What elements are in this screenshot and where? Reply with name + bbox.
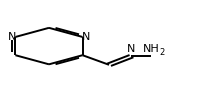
Text: NH: NH [142, 44, 159, 54]
Text: N: N [127, 44, 136, 54]
Text: N: N [8, 32, 17, 42]
Text: 2: 2 [160, 48, 165, 57]
Text: N: N [81, 32, 90, 42]
